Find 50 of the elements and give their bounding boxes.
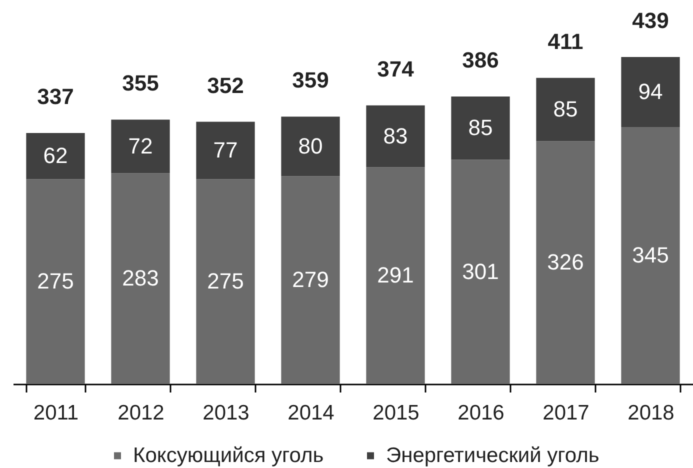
bar <box>196 122 255 180</box>
data-label: 279 <box>292 267 329 292</box>
bar <box>366 105 425 168</box>
data-label: 326 <box>547 250 584 275</box>
legend-label: Энергетический уголь <box>386 444 600 467</box>
total-label: 386 <box>462 47 499 72</box>
x-tick-label: 2018 <box>628 402 674 424</box>
x-tick-label: 2012 <box>118 402 164 424</box>
data-label: 301 <box>462 258 499 284</box>
x-tick-label: 2014 <box>288 402 335 424</box>
data-label: 283 <box>122 266 159 291</box>
x-tick-label: 2016 <box>458 402 504 424</box>
data-label: 345 <box>632 242 669 268</box>
data-label: 85 <box>468 115 493 140</box>
bar <box>196 179 255 384</box>
bar <box>536 141 595 384</box>
data-label: 72 <box>128 133 153 158</box>
data-label: 85 <box>553 96 578 122</box>
bar <box>26 132 85 180</box>
bar <box>451 96 510 160</box>
total-label: 411 <box>548 28 584 54</box>
data-label: 62 <box>43 143 68 168</box>
total-label: 374 <box>377 56 415 82</box>
x-tick-label: 2017 <box>542 402 590 424</box>
data-label: 80 <box>298 133 323 158</box>
x-tick-label: 2013 <box>202 402 250 424</box>
bar <box>111 120 170 174</box>
bar <box>621 127 680 384</box>
bar <box>621 57 680 128</box>
bar <box>281 116 340 176</box>
data-label: 275 <box>37 268 74 294</box>
x-tick-label: 2015 <box>372 402 420 424</box>
total-label: 359 <box>292 68 329 93</box>
data-label: 77 <box>213 137 238 162</box>
data-label: 94 <box>638 79 663 104</box>
x-tick-label: 2011 <box>33 402 79 424</box>
data-label: 275 <box>207 268 244 294</box>
bar <box>281 176 340 384</box>
total-label: 355 <box>122 70 159 96</box>
bar <box>451 160 510 384</box>
total-label: 439 <box>632 8 669 33</box>
bar <box>111 173 170 384</box>
total-label: 337 <box>37 84 74 109</box>
data-label: 291 <box>377 262 414 288</box>
legend-label: Коксующийся уголь <box>133 444 324 467</box>
bar <box>536 78 595 142</box>
bar <box>26 179 85 384</box>
total-label: 352 <box>207 72 244 98</box>
data-label: 83 <box>383 123 408 148</box>
bar <box>366 167 425 384</box>
